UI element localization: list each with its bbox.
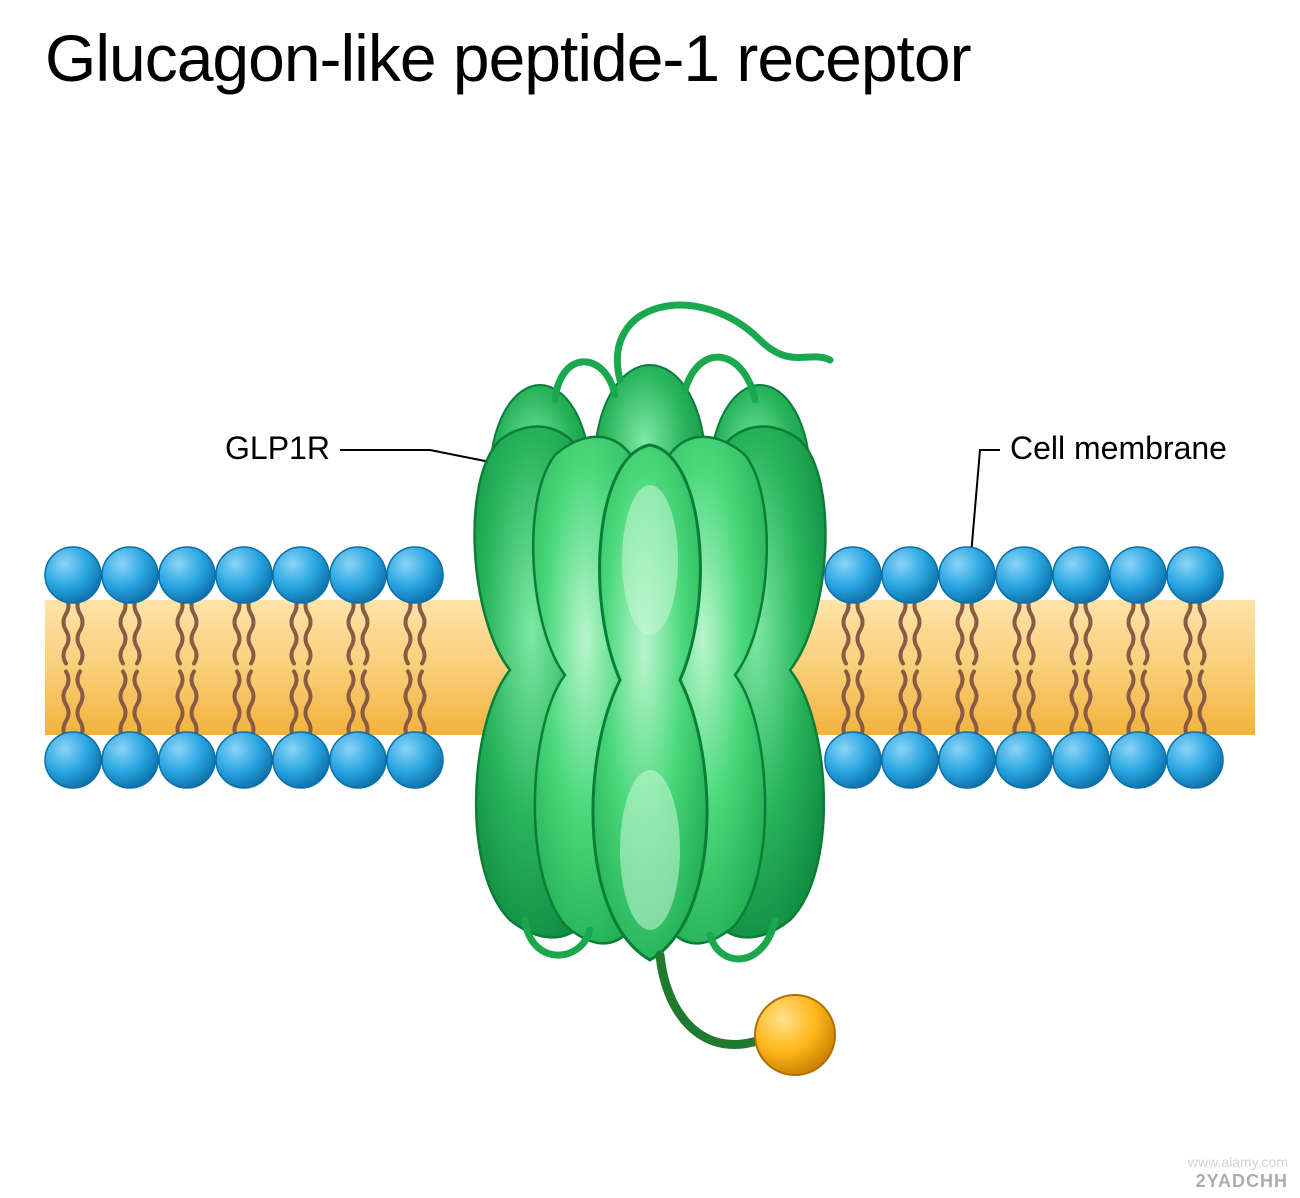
diagram — [0, 0, 1300, 1198]
watermark-code: 2YADCHH — [1196, 1171, 1288, 1192]
receptor-body — [475, 427, 826, 961]
receptor-top-loops — [555, 305, 830, 400]
receptor-tail — [660, 955, 760, 1044]
diagram-svg — [0, 0, 1300, 1198]
g-protein-ball — [755, 995, 835, 1075]
watermark-site: www.alamy.com — [1188, 1154, 1288, 1170]
